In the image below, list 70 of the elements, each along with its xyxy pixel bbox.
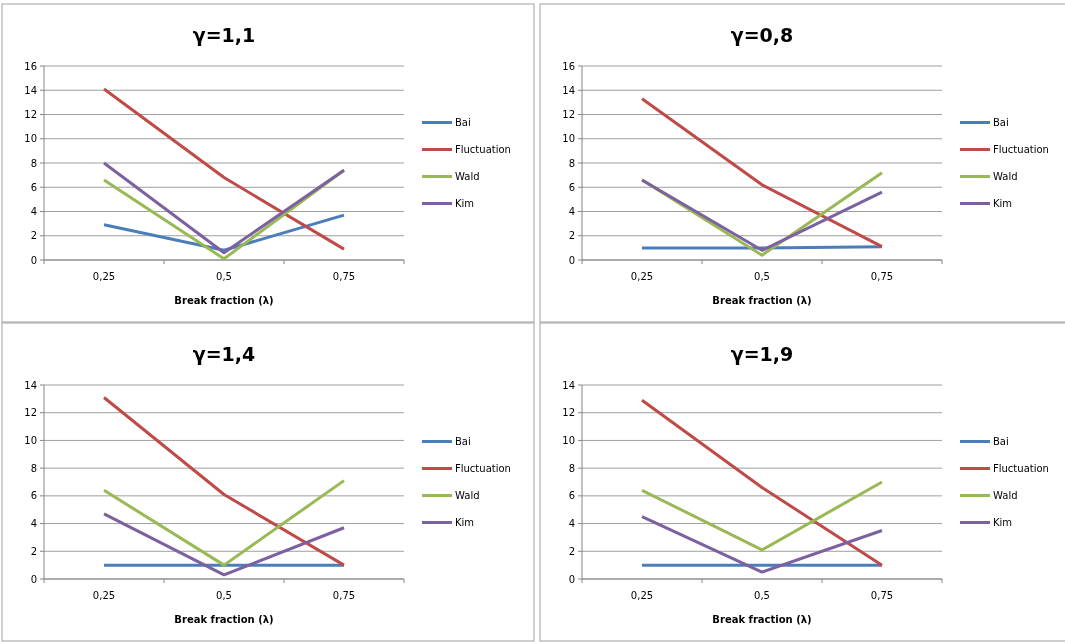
y-tick-label: 6 — [568, 490, 575, 502]
y-tick-label: 4 — [30, 206, 37, 217]
y-tick-label: 2 — [568, 230, 575, 242]
y-tick-label: 4 — [30, 518, 37, 530]
y-tick-label: 12 — [24, 109, 37, 120]
x-tick-label: 0,25 — [92, 271, 116, 282]
legend-label: Kim — [455, 517, 475, 528]
legend-label: Fluctuation — [993, 144, 1049, 155]
legend-label: Fluctuation — [455, 144, 511, 155]
y-tick-label: 2 — [568, 545, 575, 557]
y-tick-label: 12 — [562, 407, 575, 419]
y-tick-label: 16 — [24, 60, 37, 72]
x-tick-label: 0,5 — [754, 590, 770, 601]
y-tick-label: 4 — [568, 518, 575, 530]
x-axis-title: Break fraction (λ) — [174, 295, 274, 306]
y-tick-label: 0 — [30, 573, 37, 585]
x-tick-label: 0,75 — [332, 590, 356, 601]
x-tick-label: 0,5 — [216, 590, 232, 601]
y-tick-label: 6 — [30, 181, 37, 193]
y-tick-label: 8 — [568, 462, 575, 474]
legend-label: Wald — [455, 171, 480, 182]
legend-label: Wald — [993, 171, 1018, 182]
legend-label: Wald — [455, 490, 480, 501]
x-tick-label: 0,5 — [216, 271, 232, 282]
y-tick-label: 16 — [562, 60, 575, 72]
y-tick-label: 10 — [24, 133, 37, 145]
y-tick-label: 4 — [568, 206, 575, 217]
y-tick-label: 8 — [30, 462, 37, 474]
legend-label: Fluctuation — [455, 463, 511, 474]
y-tick-label: 10 — [24, 434, 37, 446]
y-tick-label: 10 — [562, 133, 575, 145]
legend-label: Bai — [993, 436, 1009, 447]
legend-label: Kim — [993, 517, 1013, 528]
y-tick-label: 0 — [30, 254, 37, 266]
y-tick-label: 6 — [568, 181, 575, 193]
y-tick-label: 2 — [30, 545, 37, 557]
legend-label: Wald — [993, 490, 1018, 501]
legend-label: Bai — [455, 117, 471, 128]
x-tick-label: 0,75 — [870, 271, 894, 282]
legend-label: Bai — [993, 117, 1009, 128]
x-tick-label: 0,25 — [630, 590, 654, 601]
y-tick-label: 2 — [30, 230, 37, 242]
x-axis-title: Break fraction (λ) — [712, 614, 812, 625]
y-tick-label: 14 — [562, 379, 575, 391]
chart-title: γ=1,1 — [192, 24, 256, 46]
y-tick-label: 8 — [568, 157, 575, 169]
x-tick-label: 0,25 — [92, 590, 116, 601]
y-tick-label: 10 — [562, 434, 575, 446]
legend-label: Kim — [993, 198, 1013, 209]
chart-title: γ=1,9 — [730, 343, 794, 365]
x-tick-label: 0,5 — [754, 271, 770, 282]
chart-title: γ=0,8 — [730, 24, 794, 46]
x-axis-title: Break fraction (λ) — [712, 295, 812, 306]
y-tick-label: 12 — [24, 407, 37, 419]
y-tick-label: 14 — [24, 84, 37, 96]
x-tick-label: 0,75 — [870, 590, 894, 601]
y-tick-label: 0 — [568, 573, 575, 585]
x-tick-label: 0,25 — [630, 271, 654, 282]
chart-title: γ=1,4 — [192, 343, 256, 365]
x-tick-label: 0,75 — [332, 271, 356, 282]
y-tick-label: 12 — [562, 109, 575, 120]
y-tick-label: 14 — [562, 84, 575, 96]
y-tick-label: 0 — [568, 254, 575, 266]
legend-label: Kim — [455, 198, 475, 209]
x-axis-title: Break fraction (λ) — [174, 614, 274, 625]
y-tick-label: 8 — [30, 157, 37, 169]
y-tick-label: 14 — [24, 379, 37, 391]
y-tick-label: 6 — [30, 490, 37, 502]
legend-label: Bai — [455, 436, 471, 447]
legend-label: Fluctuation — [993, 463, 1049, 474]
